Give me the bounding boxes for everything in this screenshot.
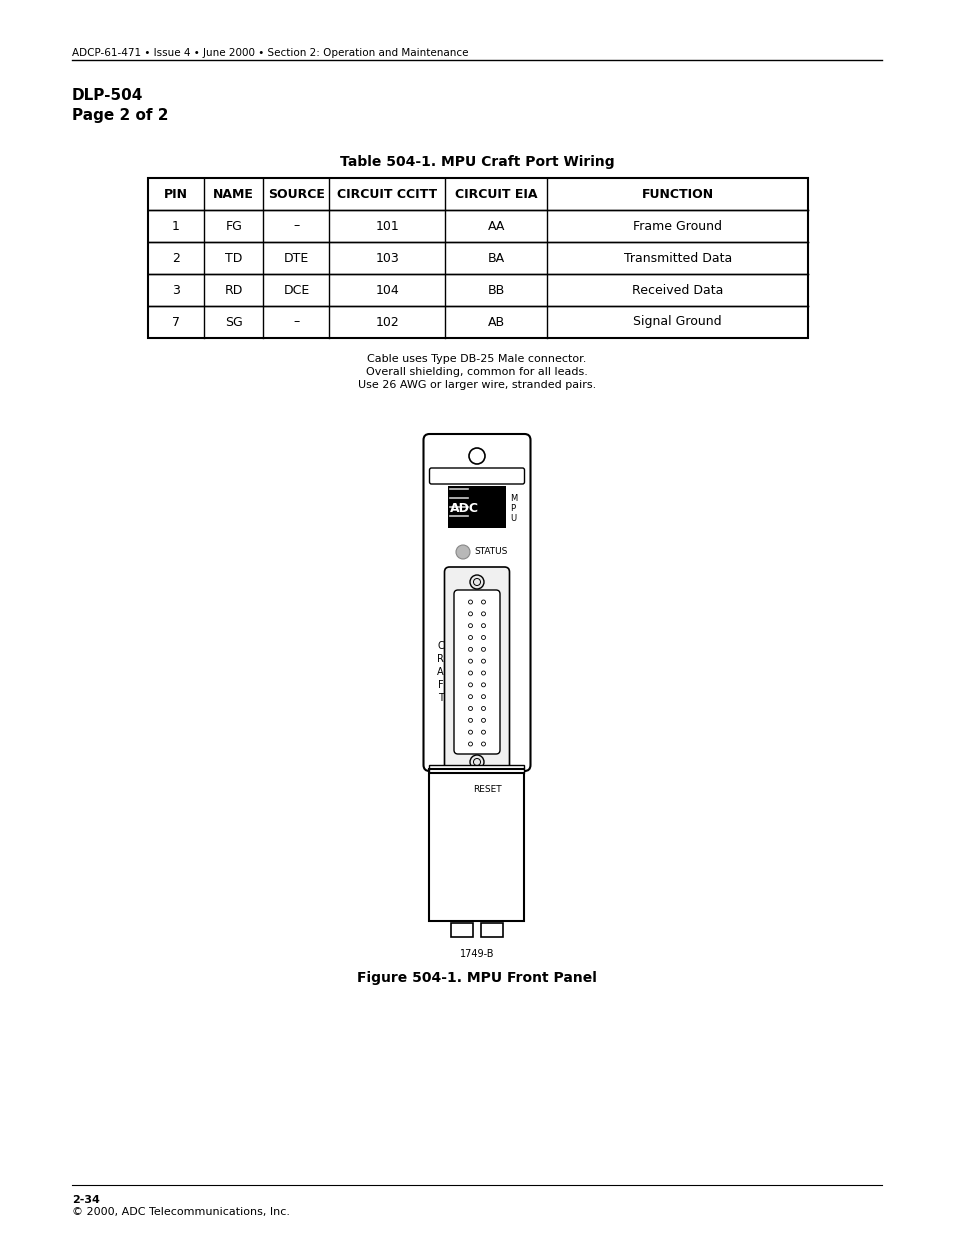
Text: T: T [437, 693, 443, 703]
Text: CIRCUIT EIA: CIRCUIT EIA [455, 188, 537, 200]
Text: FUNCTION: FUNCTION [641, 188, 713, 200]
Bar [148, 178, 807, 338]
FancyBboxPatch shape [444, 567, 509, 777]
Text: Signal Ground: Signal Ground [633, 315, 721, 329]
Text: 103: 103 [375, 252, 398, 264]
Circle shape [468, 730, 472, 734]
Text: RESET: RESET [473, 785, 501, 794]
Circle shape [481, 647, 485, 651]
Text: SOURCE: SOURCE [268, 188, 325, 200]
Text: Cable uses Type DB-25 Male connector.: Cable uses Type DB-25 Male connector. [367, 354, 586, 364]
Text: 2-34: 2-34 [71, 1195, 100, 1205]
Circle shape [470, 576, 483, 589]
Text: NAME: NAME [213, 188, 253, 200]
Text: M: M [510, 494, 517, 503]
Text: 2: 2 [172, 252, 180, 264]
Text: BB: BB [487, 284, 504, 296]
FancyBboxPatch shape [423, 433, 530, 771]
Text: Table 504-1. MPU Craft Port Wiring: Table 504-1. MPU Craft Port Wiring [339, 156, 614, 169]
Circle shape [456, 545, 470, 559]
Text: CIRCUIT CCITT: CIRCUIT CCITT [336, 188, 436, 200]
FancyBboxPatch shape [454, 590, 499, 755]
Text: –: – [294, 315, 299, 329]
Circle shape [481, 742, 485, 746]
Text: P: P [510, 504, 515, 513]
Text: Use 26 AWG or larger wire, stranded pairs.: Use 26 AWG or larger wire, stranded pair… [357, 380, 596, 390]
Text: FG: FG [225, 220, 242, 232]
Text: 1749-B: 1749-B [459, 948, 494, 960]
Bar [448, 487, 505, 529]
Circle shape [481, 671, 485, 676]
Text: BA: BA [487, 252, 504, 264]
Text: U: U [510, 514, 516, 522]
Circle shape [468, 742, 472, 746]
Text: STATUS: STATUS [474, 547, 507, 557]
Circle shape [481, 659, 485, 663]
Circle shape [481, 719, 485, 722]
Circle shape [481, 611, 485, 616]
Text: AA: AA [487, 220, 504, 232]
Circle shape [481, 706, 485, 710]
Text: Figure 504-1. MPU Front Panel: Figure 504-1. MPU Front Panel [356, 971, 597, 986]
Text: R: R [436, 655, 443, 664]
Text: RD: RD [224, 284, 243, 296]
Text: DLP-504: DLP-504 [71, 88, 143, 103]
Bar [451, 923, 473, 937]
Circle shape [468, 624, 472, 627]
FancyBboxPatch shape [429, 468, 524, 484]
Circle shape [481, 730, 485, 734]
Text: DCE: DCE [283, 284, 310, 296]
Circle shape [468, 719, 472, 722]
Text: ADC: ADC [450, 501, 478, 515]
Circle shape [481, 694, 485, 699]
Circle shape [468, 659, 472, 663]
Text: 104: 104 [375, 284, 398, 296]
Text: AB: AB [487, 315, 504, 329]
Circle shape [481, 624, 485, 627]
Text: © 2000, ADC Telecommunications, Inc.: © 2000, ADC Telecommunications, Inc. [71, 1207, 290, 1216]
Text: 7: 7 [172, 315, 180, 329]
Text: PIN: PIN [164, 188, 188, 200]
Text: A: A [436, 667, 443, 677]
Circle shape [468, 636, 472, 640]
Text: Transmitted Data: Transmitted Data [623, 252, 731, 264]
Circle shape [468, 706, 472, 710]
Circle shape [455, 782, 471, 798]
Text: DTE: DTE [284, 252, 309, 264]
Circle shape [470, 755, 483, 769]
Text: 102: 102 [375, 315, 398, 329]
Circle shape [481, 636, 485, 640]
Circle shape [481, 600, 485, 604]
Text: 101: 101 [375, 220, 398, 232]
Text: Frame Ground: Frame Ground [633, 220, 721, 232]
Text: Overall shielding, common for all leads.: Overall shielding, common for all leads. [366, 367, 587, 377]
Circle shape [481, 683, 485, 687]
Circle shape [468, 611, 472, 616]
Text: –: – [294, 220, 299, 232]
Bar [480, 923, 502, 937]
Circle shape [468, 647, 472, 651]
Bar [429, 764, 524, 773]
Text: C: C [436, 641, 443, 651]
Text: F: F [437, 680, 443, 690]
Circle shape [468, 600, 472, 604]
Text: Page 2 of 2: Page 2 of 2 [71, 107, 169, 124]
Text: SG: SG [225, 315, 242, 329]
Text: Received Data: Received Data [631, 284, 722, 296]
Circle shape [468, 683, 472, 687]
Text: 3: 3 [172, 284, 180, 296]
Text: 1: 1 [172, 220, 180, 232]
Text: TD: TD [225, 252, 242, 264]
Circle shape [468, 694, 472, 699]
Circle shape [468, 671, 472, 676]
Text: ADCP-61-471 • Issue 4 • June 2000 • Section 2: Operation and Maintenance: ADCP-61-471 • Issue 4 • June 2000 • Sect… [71, 48, 468, 58]
Bar [429, 773, 524, 921]
